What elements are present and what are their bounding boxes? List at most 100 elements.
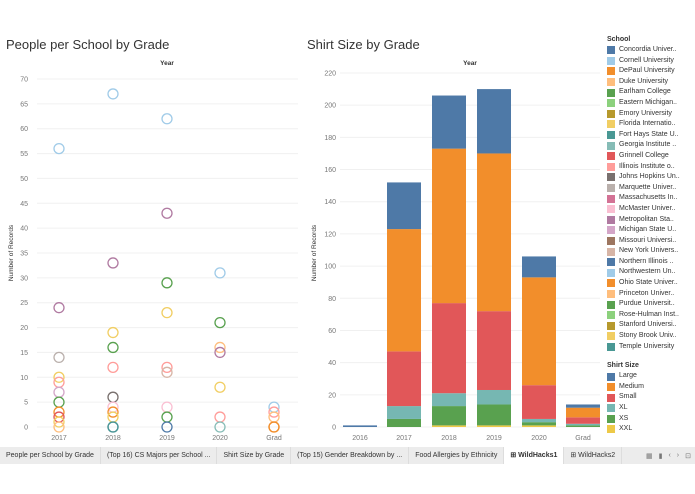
legend-swatch xyxy=(607,342,615,351)
scatter-ytick: 0 xyxy=(24,425,28,432)
legend-item[interactable]: Ohio State Univer.. xyxy=(607,278,695,289)
legend-item[interactable]: Northwestern Un.. xyxy=(607,267,695,278)
scatter-ytick: 45 xyxy=(20,201,28,208)
legend-item[interactable]: Cornell University xyxy=(607,56,695,67)
scatter-point xyxy=(107,341,119,354)
legend-item[interactable]: XS xyxy=(607,414,695,425)
legend-item[interactable]: Stanford Universi.. xyxy=(607,320,695,331)
scatter-point xyxy=(161,361,173,373)
sheet-tab[interactable]: Food Allergies by Ethnicity xyxy=(409,447,505,464)
legend-item[interactable]: Northern Illinois .. xyxy=(607,257,695,268)
legend-item[interactable]: Princeton Univer.. xyxy=(607,289,695,300)
bar-segment-xs xyxy=(477,404,511,426)
scatter-title: People per School by Grade xyxy=(6,37,170,52)
sheet-tab[interactable]: ⊞ WildHacks2 xyxy=(564,447,623,464)
bar-xtick: 2017 xyxy=(396,435,412,442)
sheet-tab[interactable]: People per School by Grade xyxy=(0,447,101,464)
tab-control-icon[interactable]: ⊡ xyxy=(685,452,691,460)
legend-item[interactable]: Stony Brook Univ.. xyxy=(607,331,695,342)
scatter-ytick: 35 xyxy=(20,251,28,258)
scatter-ylabel: Number of Records xyxy=(8,224,15,281)
legend-item[interactable]: Michigan State U.. xyxy=(607,225,695,236)
tab-control-icon[interactable]: ‹ xyxy=(668,451,671,459)
bar-ylabel: Number of Records xyxy=(311,224,318,281)
scatter-point xyxy=(161,113,173,125)
legend-swatch xyxy=(607,393,615,402)
scatter-point xyxy=(107,421,119,433)
legend-overflow xyxy=(607,352,695,360)
tab-control-icon[interactable]: ▮ xyxy=(658,452,663,460)
bar-xtick: 2020 xyxy=(531,435,547,442)
scatter-point xyxy=(214,267,226,279)
tab-control-icon[interactable]: ▦ xyxy=(645,452,653,460)
legend-item[interactable]: Small xyxy=(607,392,695,403)
scatter-point xyxy=(161,277,173,289)
scatter-point xyxy=(161,307,173,319)
bar-segment-xs xyxy=(566,425,600,427)
legend-label: Grinnell College xyxy=(619,151,669,159)
legend-item[interactable]: Emory University xyxy=(607,109,695,120)
legend-label: Emory University xyxy=(619,109,672,117)
scatter-ytick: 30 xyxy=(20,275,28,282)
legend-swatch xyxy=(607,300,615,309)
legend-swatch xyxy=(607,404,615,413)
legend-swatch xyxy=(607,332,615,341)
legend-label: Michigan State U.. xyxy=(619,226,677,234)
legend-item[interactable]: Duke University xyxy=(607,77,695,88)
bar-ytick: 60 xyxy=(328,328,336,335)
legend-label: Princeton Univer.. xyxy=(619,289,675,297)
legend-item[interactable]: Eastern Michigan.. xyxy=(607,98,695,109)
scatter-ytick: 5 xyxy=(24,400,28,407)
legend-item[interactable]: Concordia Univer.. xyxy=(607,45,695,56)
sheet-tab[interactable]: ⊞ WildHacks1 xyxy=(504,447,565,464)
bar-segment-large xyxy=(387,182,421,230)
sheet-tab[interactable]: (Top 16) CS Majors per School ... xyxy=(101,447,218,464)
legend-label: New York Univers.. xyxy=(619,247,679,255)
tab-control-icon[interactable]: › xyxy=(676,451,680,459)
legend-item[interactable]: Georgia Institute .. xyxy=(607,140,695,151)
legend-label: Concordia Univer.. xyxy=(619,46,677,53)
legend-swatch xyxy=(607,311,615,320)
legend-item[interactable]: Marquette Univer.. xyxy=(607,183,695,194)
bar-ytick: 220 xyxy=(324,71,336,78)
bar-segment-xl xyxy=(566,423,600,426)
legend-item[interactable]: New York Univers.. xyxy=(607,246,695,257)
bar-segment-small xyxy=(477,311,511,390)
legend-item[interactable]: Purdue Universit.. xyxy=(607,299,695,310)
legend-item[interactable]: Massachusetts In.. xyxy=(607,193,695,204)
bar-segment-medium xyxy=(566,407,600,418)
scatter-point xyxy=(214,381,226,393)
sheet-tab[interactable]: Shirt Size by Grade xyxy=(217,447,292,464)
bar-column-header: Year xyxy=(463,60,477,67)
legend-item[interactable]: Medium xyxy=(607,382,695,393)
bar-xtick: 2019 xyxy=(486,435,502,442)
legend-item[interactable]: Florida Internatio.. xyxy=(607,119,695,130)
legend-item[interactable]: Illinois Institute o.. xyxy=(607,162,695,173)
legend-swatch xyxy=(607,414,615,423)
legend-swatch xyxy=(607,194,615,203)
legend-item[interactable]: Large xyxy=(607,371,695,382)
bar-segment-medium xyxy=(522,277,556,386)
legend-swatch xyxy=(607,236,615,245)
legend-item[interactable]: Earlham College xyxy=(607,87,695,98)
legend-item[interactable]: Temple University xyxy=(607,342,695,353)
scatter-xtick: 2017 xyxy=(51,435,67,442)
scatter-point xyxy=(53,302,65,314)
legend-item[interactable]: Johns Hopkins Un.. xyxy=(607,172,695,183)
legend-swatch xyxy=(607,205,615,214)
legend-item[interactable]: Rose-Hulman Inst.. xyxy=(607,310,695,321)
sheet-tab[interactable]: (Top 15) Gender Breakdown by ... xyxy=(291,447,410,464)
legend-item[interactable]: Metropolitan Sta.. xyxy=(607,215,695,226)
legend-item[interactable]: XXL xyxy=(607,424,695,435)
scatter-ytick: 10 xyxy=(20,375,28,382)
legend-item[interactable]: McMaster Univer.. xyxy=(607,204,695,215)
legend-item[interactable]: DePaul University xyxy=(607,66,695,77)
bar-segment-xl xyxy=(522,418,556,423)
legend-label: Northwestern Un.. xyxy=(619,268,676,276)
scatter-point xyxy=(161,421,173,433)
legend-item[interactable]: XL xyxy=(607,403,695,414)
legend-item[interactable]: Fort Hays State U.. xyxy=(607,130,695,141)
legend-item[interactable]: Grinnell College xyxy=(607,151,695,162)
scatter-xtick: 2019 xyxy=(159,435,175,442)
legend-item[interactable]: Missouri Universi.. xyxy=(607,236,695,247)
